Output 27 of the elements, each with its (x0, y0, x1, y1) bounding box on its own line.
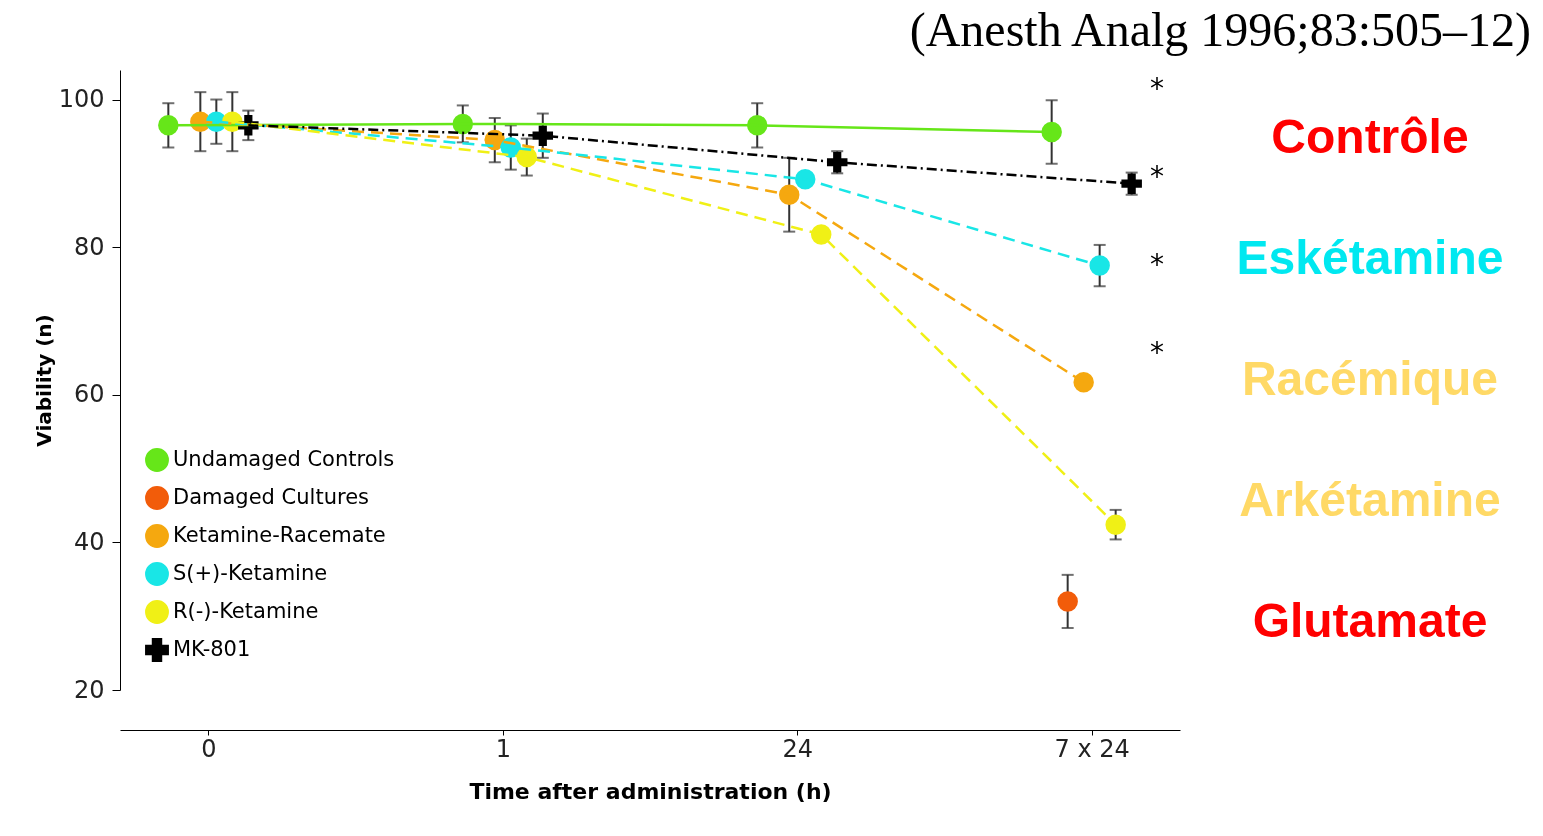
text: Glutamate (1251, 593, 1489, 649)
y-tick-label: 40 (73, 527, 105, 556)
x-axis-title: Time after administration (h) (469, 778, 832, 804)
x-tick-label: 7 x 24 (1054, 734, 1130, 763)
x-tick-label: 24 (782, 734, 813, 763)
text: Contrôle (1270, 109, 1470, 165)
legend-label: Ketamine-Racemate (173, 523, 386, 547)
annotation: * (1150, 160, 1164, 195)
text: Racémique (1240, 351, 1500, 407)
y-tick-label: 20 (73, 675, 105, 704)
legend-label: MK-801 (173, 637, 251, 661)
legend-label: S(+)-Ketamine (173, 561, 328, 585)
legend-label: Undamaged Controls (173, 447, 395, 471)
y-tick-label: 60 (73, 380, 105, 409)
x-tick-label: 0 (201, 734, 217, 763)
annotation: * (1150, 248, 1164, 283)
y-axis-title: Viability (n) (31, 314, 56, 447)
annotation: * (1150, 336, 1164, 371)
legend-label: Damaged Cultures (173, 485, 370, 509)
text: (Anesth Analg 1996;83:505–12) (909, 2, 1531, 57)
annotation: * (1150, 72, 1164, 107)
annotation: Eskétamine (1235, 230, 1505, 286)
y-tick-label: 80 (73, 232, 105, 261)
x-tick-label: 1 (495, 734, 511, 763)
annotation: Arkétamine (1238, 472, 1502, 528)
y-tick-label: 100 (58, 85, 105, 114)
legend-label: R(-)-Ketamine (173, 599, 319, 623)
